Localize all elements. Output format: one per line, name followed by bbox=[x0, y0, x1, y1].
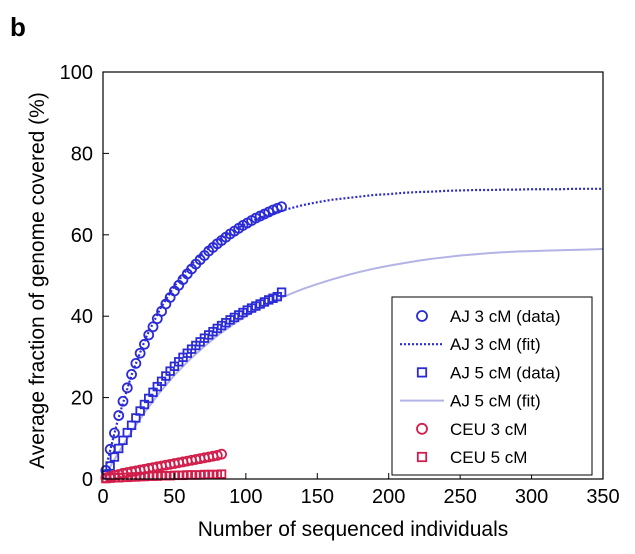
legend-swatch bbox=[416, 367, 428, 378]
series-aj-5-cm-data bbox=[101, 287, 287, 480]
legend: AJ 3 cM (data) AJ 3 cM (fit) AJ 5 cM (data… bbox=[391, 296, 593, 476]
legend-label: AJ 5 cM (fit) bbox=[450, 392, 541, 411]
ticks-layer: 0 50 100 150 200 250 300 350 0 20 40 60 80 100 bbox=[60, 62, 620, 508]
data-point bbox=[143, 329, 155, 341]
legend-label: AJ 3 cM (fit) bbox=[450, 335, 541, 354]
data-point bbox=[121, 382, 133, 394]
legend-item-aj-5-cm-fit: AJ 5 cM (fit) bbox=[400, 392, 541, 411]
x-tick-label: 300 bbox=[515, 486, 548, 508]
data-point bbox=[130, 358, 142, 369]
data-point bbox=[134, 347, 146, 359]
data-point bbox=[113, 410, 125, 421]
x-tick-label: 0 bbox=[97, 486, 108, 508]
data-point bbox=[147, 321, 159, 333]
panel-label: b bbox=[10, 12, 26, 42]
data-point bbox=[276, 201, 287, 213]
legend-item-aj-3-cm-data: AJ 3 cM (data) bbox=[416, 307, 561, 326]
data-point bbox=[276, 287, 287, 297]
series-aj-3-cm-fit bbox=[101, 187, 603, 480]
data-point bbox=[104, 443, 116, 455]
fit-line bbox=[101, 187, 603, 480]
y-tick-label: 20 bbox=[71, 388, 93, 410]
data-point bbox=[126, 369, 137, 380]
legend-item-aj-5-cm-data: AJ 5 cM (data) bbox=[416, 363, 561, 382]
plot-area: 0 50 100 150 200 250 300 350 0 20 40 60 80 100 bbox=[60, 62, 620, 508]
legend-swatch bbox=[416, 451, 428, 463]
data-point bbox=[109, 452, 120, 462]
legend-swatch bbox=[416, 422, 428, 435]
x-tick-label: 200 bbox=[372, 486, 405, 508]
plot-frame bbox=[102, 71, 604, 480]
y-tick-label: 40 bbox=[71, 306, 93, 328]
x-tick-label: 150 bbox=[301, 486, 334, 508]
legend-item-ceu-3-cm: CEU 3 cM bbox=[416, 420, 527, 439]
x-tick-label: 50 bbox=[163, 486, 185, 508]
y-tick-label: 100 bbox=[60, 62, 93, 84]
legend-swatch bbox=[416, 310, 428, 322]
legend-label: CEU 5 cM bbox=[450, 448, 527, 467]
legend-label: CEU 3 cM bbox=[450, 420, 527, 439]
y-tick-label: 80 bbox=[71, 143, 93, 165]
series-layer bbox=[100, 187, 604, 484]
data-point bbox=[109, 427, 120, 439]
y-axis-title: Average fraction of genome covered (%) bbox=[26, 92, 49, 469]
legend-item-ceu-5-cm: CEU 5 cM bbox=[416, 448, 527, 467]
data-point bbox=[216, 469, 227, 479]
x-tick-label: 250 bbox=[443, 486, 476, 508]
data-point bbox=[216, 448, 227, 460]
fit-line bbox=[102, 248, 604, 480]
series-aj-3-cm-data bbox=[100, 201, 287, 476]
legend-label: AJ 3 cM (data) bbox=[450, 307, 561, 326]
y-tick-label: 60 bbox=[71, 225, 93, 247]
legend-box bbox=[391, 296, 593, 476]
x-tick-label: 350 bbox=[586, 486, 619, 508]
legend-label: AJ 5 cM (data) bbox=[450, 363, 561, 382]
series-aj-5-cm-fit bbox=[102, 248, 604, 480]
legend-item-aj-3-cm-fit: AJ 3 cM (fit) bbox=[400, 335, 541, 354]
data-point bbox=[117, 395, 129, 407]
x-axis-title: Number of sequenced individuals bbox=[198, 518, 509, 541]
y-tick-label: 0 bbox=[82, 469, 93, 491]
series-ceu-3-cm bbox=[100, 448, 227, 484]
x-tick-label: 100 bbox=[229, 486, 262, 508]
data-point bbox=[139, 338, 150, 350]
